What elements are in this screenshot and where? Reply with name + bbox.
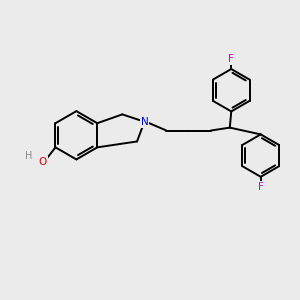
Text: H: H	[25, 151, 33, 161]
Text: N: N	[140, 117, 148, 127]
Text: F: F	[228, 54, 234, 64]
Text: O: O	[39, 157, 47, 167]
Text: F: F	[258, 182, 264, 192]
